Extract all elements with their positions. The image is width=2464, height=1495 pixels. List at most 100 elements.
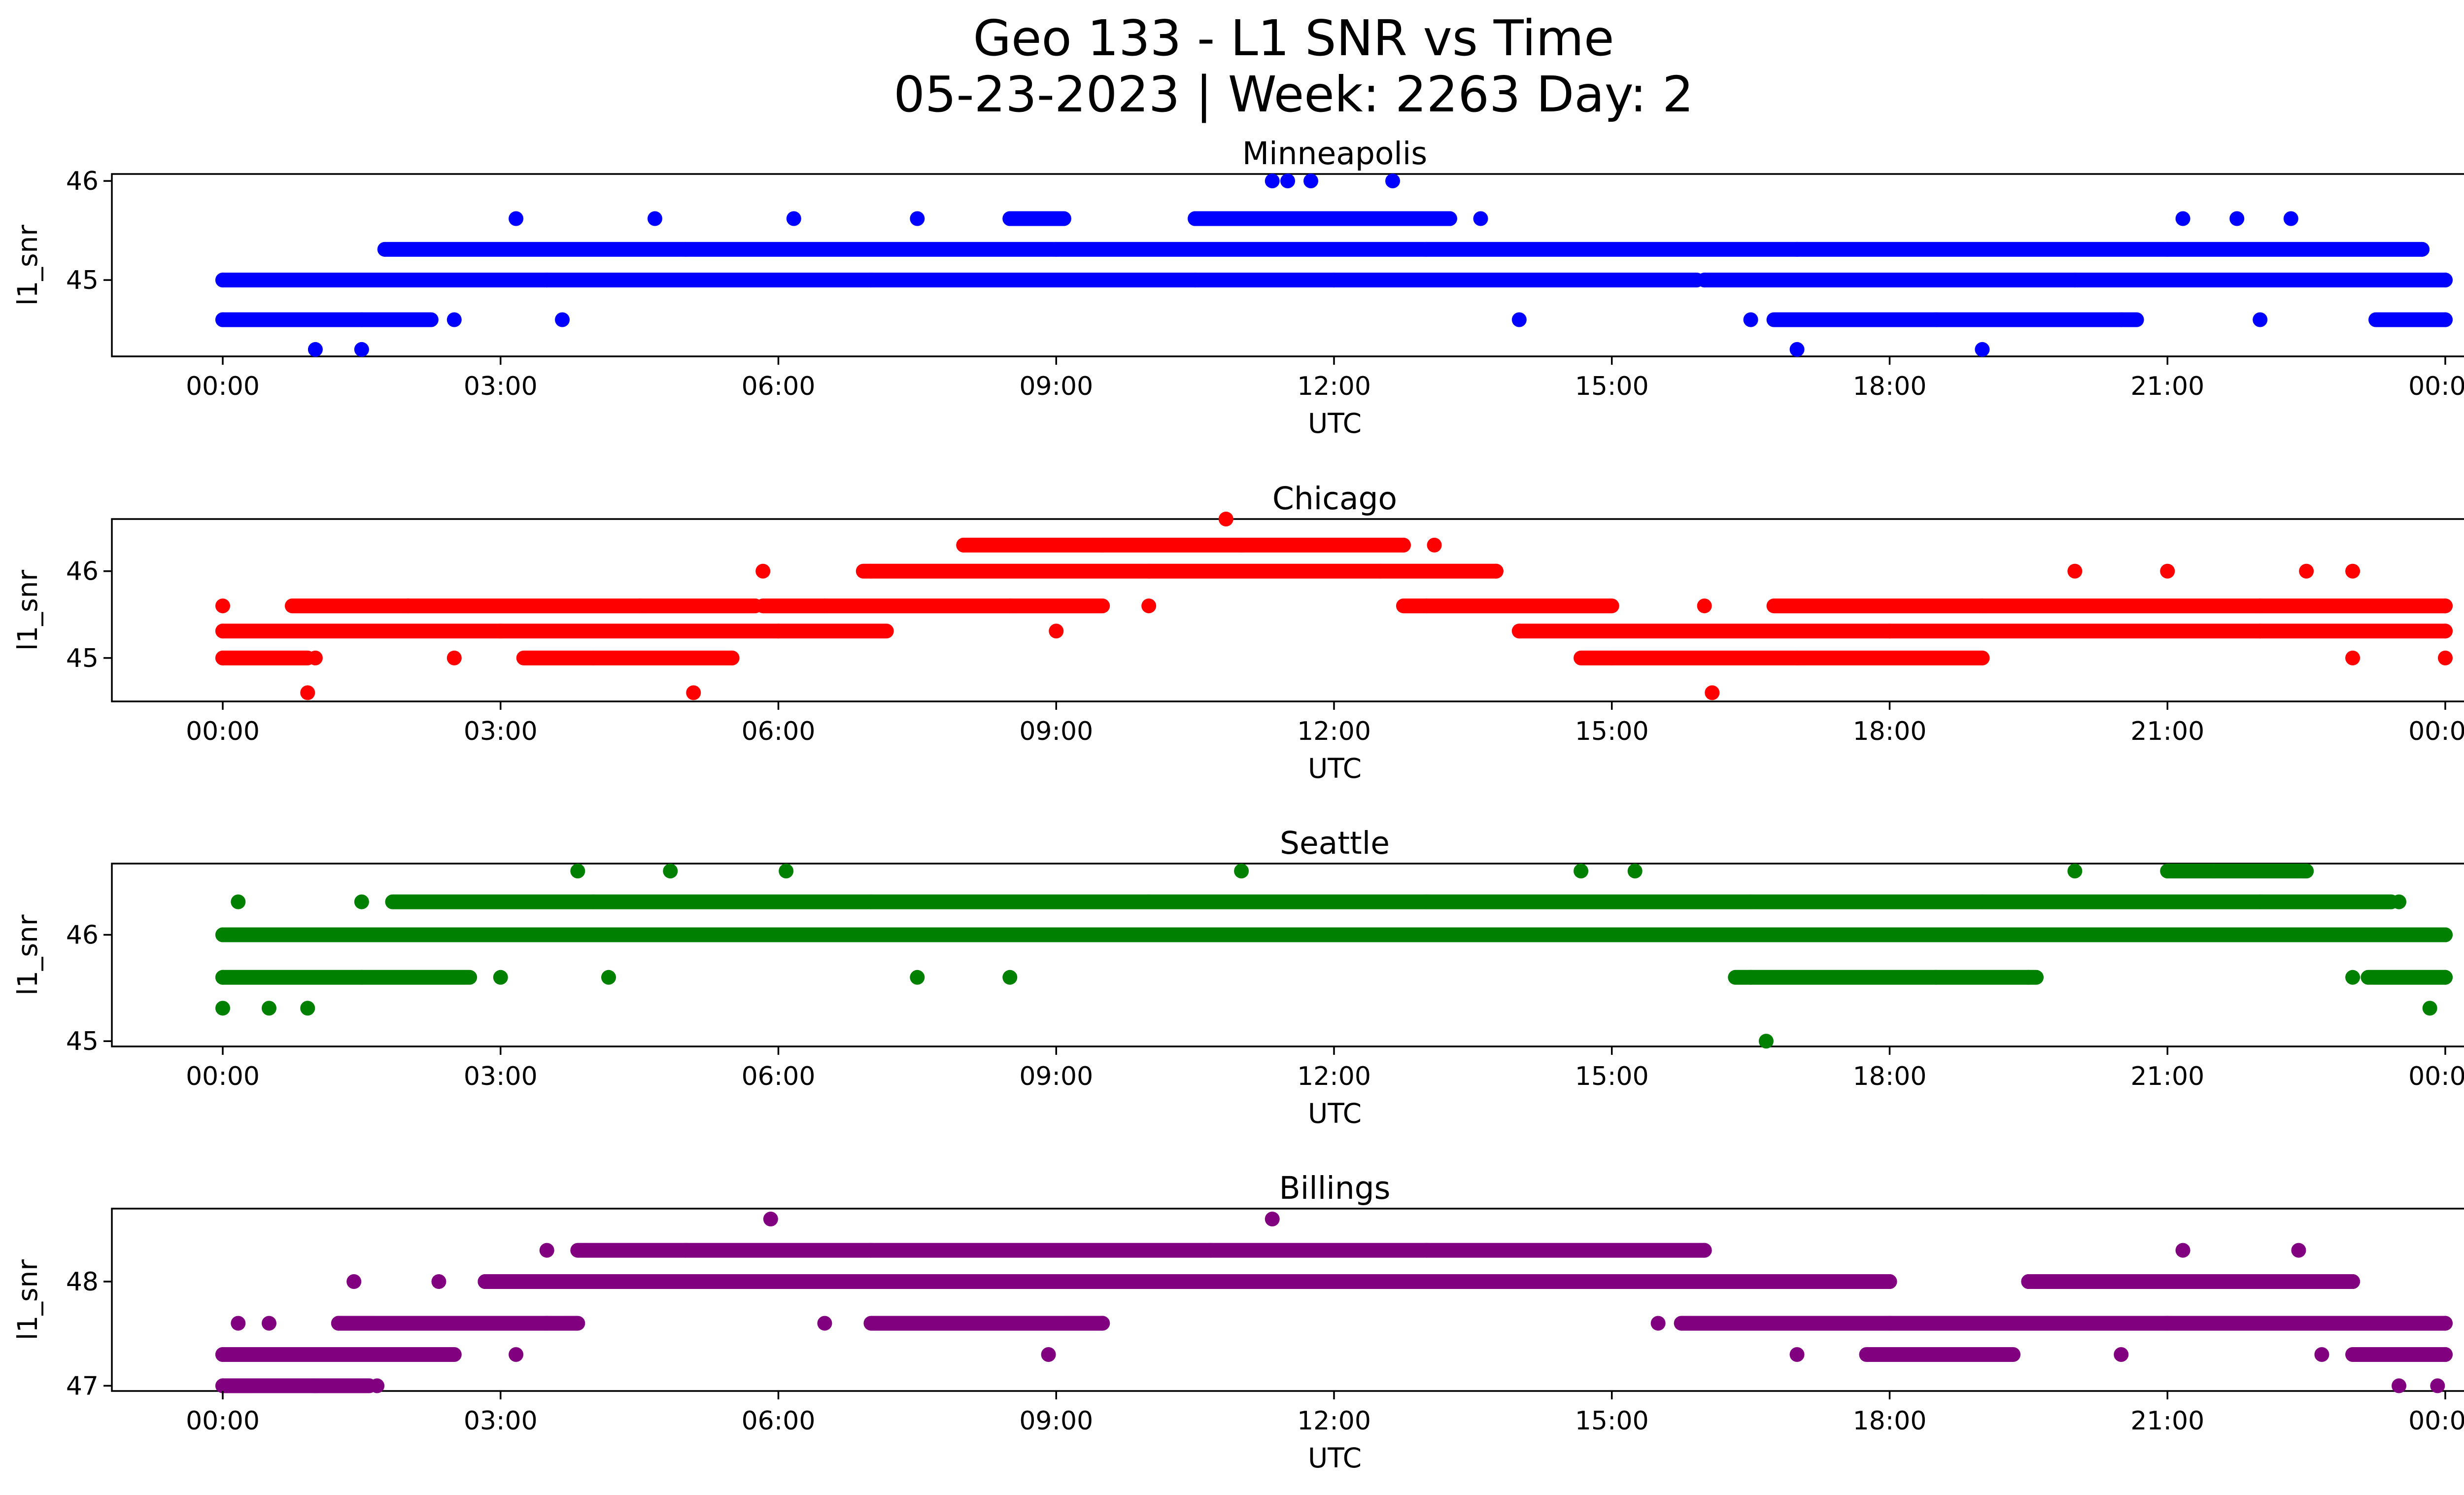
data-point	[585, 927, 601, 942]
data-point	[2430, 1378, 2445, 1393]
x-tick-label: 00:00	[2408, 717, 2464, 746]
data-point	[308, 1378, 323, 1393]
data-point	[2299, 864, 2314, 879]
data-point	[1789, 342, 1805, 357]
data-point	[1303, 174, 1319, 189]
data-points	[215, 1212, 2453, 1393]
x-tick-label: 00:00	[2408, 372, 2464, 401]
subplot-title: Billings	[1279, 1170, 1391, 1206]
x-tick-label: 21:00	[2130, 1062, 2204, 1091]
data-point	[478, 1274, 493, 1289]
x-tick-label: 00:00	[186, 372, 260, 401]
data-point	[1882, 1316, 1897, 1331]
data-point	[1743, 312, 1758, 327]
y-tick-label: 45	[66, 266, 99, 295]
data-bands	[215, 1243, 2453, 1393]
x-axis-label: UTC	[1308, 1442, 1362, 1474]
data-point	[1697, 273, 1712, 288]
x-tick-label: 12:00	[1297, 1406, 1371, 1436]
data-point	[2438, 624, 2453, 639]
data-point	[261, 1001, 276, 1016]
y-tick-label: 46	[66, 167, 99, 196]
y-tick-label: 48	[66, 1267, 99, 1297]
data-point	[863, 563, 879, 579]
subplot-minneapolis: Minneapolis 00:00 03:00 06:00 09:00 12:00 15:0…	[12, 136, 2464, 439]
data-point	[2175, 211, 2190, 226]
data-point	[215, 624, 230, 639]
x-tick-label: 15:00	[1575, 1406, 1649, 1436]
data-point	[2206, 864, 2222, 879]
x-tick-label: 09:00	[1019, 372, 1093, 401]
data-point	[261, 1316, 276, 1331]
data-point	[1002, 211, 1018, 226]
data-point	[2253, 598, 2268, 614]
data-point	[1697, 1243, 1712, 1258]
data-point	[910, 211, 925, 226]
subplot-title: Seattle	[1280, 825, 1390, 861]
data-point	[1419, 598, 1434, 614]
data-point	[215, 1001, 230, 1016]
data-point	[1419, 242, 1434, 257]
data-point	[1095, 1316, 1110, 1331]
data-point	[300, 1001, 315, 1016]
data-point	[2415, 242, 2430, 257]
data-point	[509, 211, 524, 226]
x-tick-label: 06:00	[742, 717, 816, 746]
data-point	[1372, 563, 1388, 579]
data-point	[1327, 1274, 1341, 1289]
data-point	[2299, 563, 2314, 579]
y-tick-label: 47	[66, 1371, 99, 1401]
data-point	[2345, 650, 2361, 665]
data-point	[1473, 211, 1488, 226]
data-point	[1265, 1212, 1280, 1227]
y-axis-label: l1_snr	[12, 914, 43, 995]
data-points	[215, 512, 2453, 700]
data-point	[2345, 1274, 2361, 1289]
data-point	[231, 1316, 246, 1331]
data-point	[1789, 242, 1805, 257]
data-point	[2160, 563, 2175, 579]
data-point	[1604, 1274, 1619, 1289]
x-tick-label: 06:00	[742, 372, 816, 401]
data-point	[771, 1274, 786, 1289]
data-point	[1141, 563, 1157, 579]
data-point	[1327, 273, 1341, 288]
data-point	[1280, 174, 1296, 189]
x-tick-label: 03:00	[464, 372, 538, 401]
data-point	[2160, 1316, 2175, 1331]
y-axis-label: l1_snr	[12, 225, 43, 306]
data-point	[1234, 537, 1249, 553]
data-point	[771, 624, 786, 639]
subplot-title: Chicago	[1272, 481, 1397, 517]
data-point	[1511, 624, 1527, 639]
data-point	[910, 970, 925, 985]
data-point	[1049, 624, 1064, 639]
y-tick-label: 46	[66, 921, 99, 950]
data-point	[2283, 211, 2298, 226]
data-point	[1385, 174, 1401, 189]
data-point	[1604, 650, 1619, 665]
data-point	[863, 273, 879, 288]
x-tick-label: 03:00	[464, 1406, 538, 1436]
data-point	[215, 1347, 230, 1362]
data-point	[2067, 563, 2083, 579]
data-point	[377, 242, 392, 257]
x-tick-label: 15:00	[1575, 372, 1649, 401]
data-point	[346, 1274, 362, 1289]
x-tick-label: 00:00	[2408, 1062, 2464, 1091]
data-point	[663, 864, 678, 879]
data-point	[509, 1347, 524, 1362]
y-tick-label: 45	[66, 644, 99, 673]
data-point	[1511, 312, 1527, 327]
figure-title-line1: Geo 133 - L1 SNR vs Time	[973, 9, 1614, 67]
data-point	[2438, 650, 2453, 665]
data-point	[678, 1243, 693, 1258]
data-point	[354, 970, 369, 985]
data-point	[601, 970, 616, 985]
data-point	[2253, 894, 2268, 909]
data-point	[1627, 864, 1643, 879]
data-point	[1789, 1347, 1805, 1362]
data-point	[1049, 211, 1064, 226]
data-point	[1975, 598, 1990, 614]
data-point	[2438, 970, 2453, 985]
